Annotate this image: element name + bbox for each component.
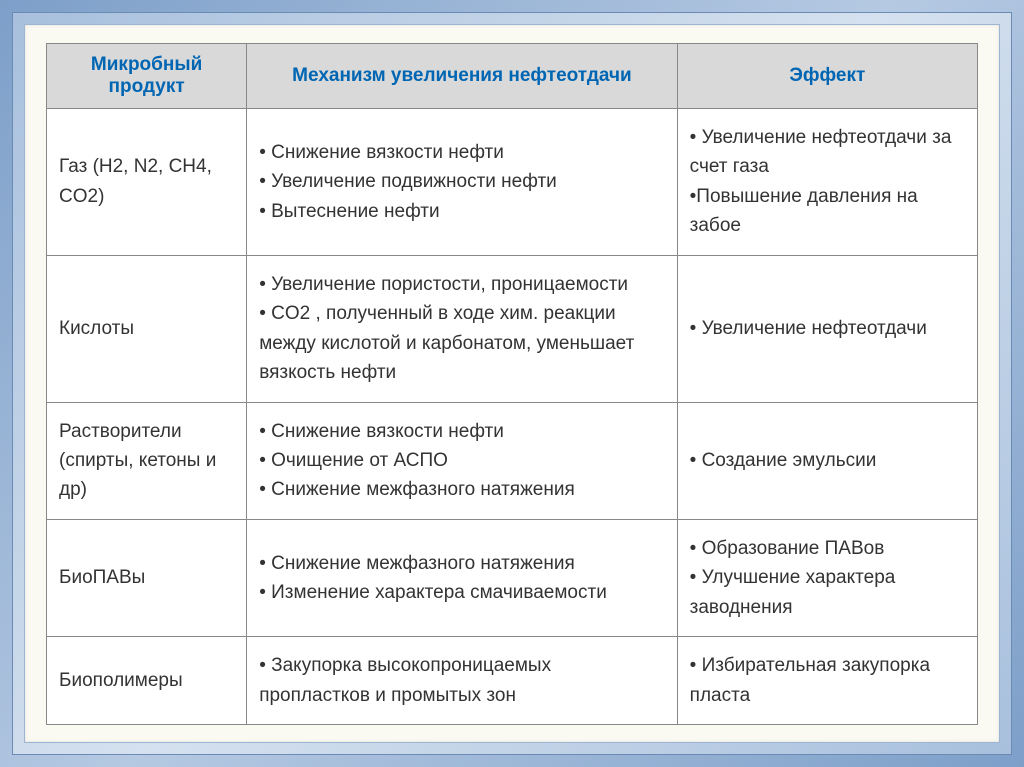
- bullet-item: • Образование ПАВов: [690, 534, 965, 563]
- bullet-item: • Увеличение нефтеотдачи: [690, 314, 965, 343]
- col-header-effect: Эффект: [677, 44, 977, 109]
- cell-mechanism: • Закупорка высокопроницаемых пропластко…: [247, 637, 677, 725]
- cell-mechanism: • Снижение вязкости нефти• Увеличение по…: [247, 109, 677, 256]
- table-header: Микробный продукт Механизм увеличения не…: [47, 44, 978, 109]
- cell-product: Биополимеры: [47, 637, 247, 725]
- table-row: БиоПАВы• Снижение межфазного натяжения• …: [47, 519, 978, 636]
- cell-product: Газ (H2, N2, CH4, CO2): [47, 109, 247, 256]
- bullet-item: • Снижение межфазного натяжения: [259, 549, 664, 578]
- bullet-item: • Снижение межфазного натяжения: [259, 475, 664, 504]
- cell-mechanism: • Снижение межфазного натяжения• Изменен…: [247, 519, 677, 636]
- bullet-item: • Очищение от АСПО: [259, 446, 664, 475]
- col-header-mechanism: Механизм увеличения нефтеотдачи: [247, 44, 677, 109]
- bullet-item: • Увеличение пористости, проницаемости: [259, 270, 664, 299]
- cell-product: Растворители (спирты, кетоны и др): [47, 402, 247, 519]
- bullet-item: • Увеличение нефтеотдачи за счет газа: [690, 123, 965, 182]
- slide-frame-inner: Микробный продукт Механизм увеличения не…: [24, 24, 1000, 743]
- cell-mechanism: • Увеличение пористости, проницаемости• …: [247, 255, 677, 402]
- cell-mechanism: • Снижение вязкости нефти• Очищение от А…: [247, 402, 677, 519]
- microbial-products-table: Микробный продукт Механизм увеличения не…: [46, 43, 978, 725]
- bullet-item: • Снижение вязкости нефти: [259, 417, 664, 446]
- bullet-item: •Повышение давления на забое: [690, 182, 965, 241]
- bullet-item: • Улучшение характера заводнения: [690, 563, 965, 622]
- slide-frame-outer: Микробный продукт Механизм увеличения не…: [12, 12, 1012, 755]
- table-row: Кислоты• Увеличение пористости, проницае…: [47, 255, 978, 402]
- table-body: Газ (H2, N2, CH4, CO2)• Снижение вязкост…: [47, 109, 978, 725]
- cell-effect: • Увеличение нефтеотдачи за счет газа•По…: [677, 109, 977, 256]
- bullet-item: • Увеличение подвижности нефти: [259, 167, 664, 196]
- table-row: Газ (H2, N2, CH4, CO2)• Снижение вязкост…: [47, 109, 978, 256]
- bullet-item: • Вытеснение нефти: [259, 197, 664, 226]
- cell-product: БиоПАВы: [47, 519, 247, 636]
- table-row: Биополимеры• Закупорка высокопроницаемых…: [47, 637, 978, 725]
- bullet-item: • Изменение характера смачиваемости: [259, 578, 664, 607]
- bullet-item: • Снижение вязкости нефти: [259, 138, 664, 167]
- bullet-item: • Создание эмульсии: [690, 446, 965, 475]
- cell-effect: • Избирательная закупорка пласта: [677, 637, 977, 725]
- cell-effect: • Увеличение нефтеотдачи: [677, 255, 977, 402]
- col-header-product: Микробный продукт: [47, 44, 247, 109]
- cell-effect: • Создание эмульсии: [677, 402, 977, 519]
- cell-effect: • Образование ПАВов• Улучшение характера…: [677, 519, 977, 636]
- bullet-item: • CO2 , полученный в ходе хим. реакции м…: [259, 299, 664, 387]
- bullet-item: • Избирательная закупорка пласта: [690, 651, 965, 710]
- bullet-item: • Закупорка высокопроницаемых пропластко…: [259, 651, 664, 710]
- cell-product: Кислоты: [47, 255, 247, 402]
- table-row: Растворители (спирты, кетоны и др)• Сниж…: [47, 402, 978, 519]
